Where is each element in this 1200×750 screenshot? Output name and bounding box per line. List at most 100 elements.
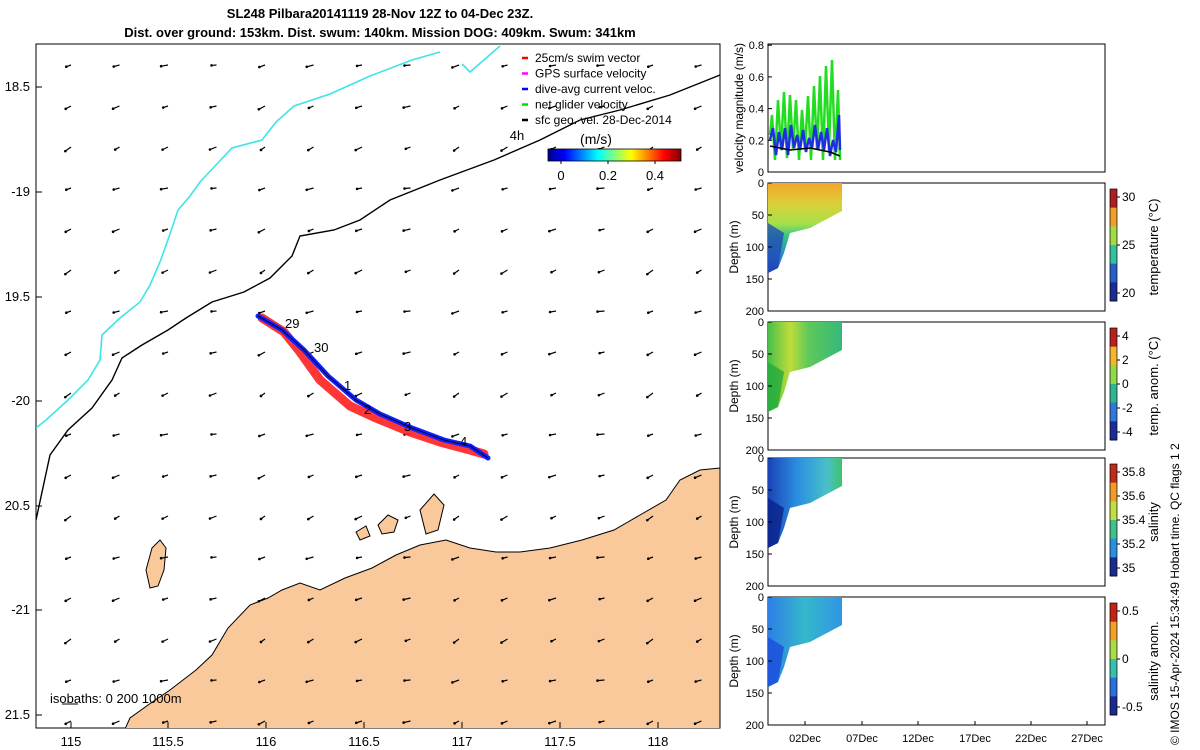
current-vector-head	[695, 394, 699, 397]
colorbar-segment	[1110, 464, 1117, 484]
current-vector-head	[354, 598, 358, 602]
current-vector-head	[596, 310, 599, 313]
current-vector-head	[354, 148, 358, 152]
current-vector-head	[501, 433, 504, 437]
current-vector-head	[451, 681, 454, 684]
current-vector-head	[694, 434, 698, 437]
current-vector-head	[404, 270, 408, 274]
section-y-tick-label: 0	[758, 592, 764, 604]
track-day-labels: 29 30 12 3 4	[285, 316, 467, 449]
time-tick-label: 02Dec	[789, 733, 821, 745]
colorbar-tick-label: 35.4	[1122, 513, 1146, 527]
current-vector-head	[161, 598, 165, 601]
map-x-tick-label: 117.5	[544, 734, 576, 749]
current-vector-head	[64, 518, 67, 522]
current-vector-head	[209, 106, 212, 109]
current-vector-head	[161, 229, 165, 232]
current-vector-head	[208, 517, 212, 520]
current-vector-head	[647, 434, 650, 438]
current-vector-field	[64, 64, 702, 726]
isobaths-label: isobaths: 0 200 1000m	[50, 691, 182, 706]
current-vector-head	[403, 64, 406, 67]
current-vector-head	[161, 721, 165, 724]
colorbar-tick-label: -2	[1122, 401, 1133, 415]
current-vector-head	[647, 188, 650, 192]
footer-credit: © IMOS 15-Apr-2024 15:34:49 Hobart time.…	[1168, 443, 1182, 745]
current-vector-head	[453, 230, 456, 233]
current-vector-head	[500, 518, 503, 521]
section-field	[768, 183, 842, 273]
current-vector-head	[596, 187, 599, 190]
map-x-tick-label: 115	[61, 734, 82, 749]
current-vector-head	[305, 65, 309, 69]
map-y-tick-label: 21.5	[5, 707, 30, 722]
section-colorbar: 35.8 35.6 35.4 35.2 35 salinity	[1109, 463, 1161, 577]
section-colorbar: 30 25 20 temperature (°C)	[1109, 188, 1161, 302]
velocity-y-tick-label: 0.2	[749, 135, 764, 147]
current-vector-head	[257, 107, 261, 111]
current-vector-head	[210, 187, 213, 190]
current-vector-head	[451, 66, 454, 69]
current-vector-head	[501, 64, 504, 68]
current-vector-head	[65, 188, 68, 192]
colorbar-tick-label: 0.5	[1122, 604, 1139, 618]
section-deep-water	[768, 498, 784, 548]
current-vector-head	[596, 556, 599, 559]
current-vector-head	[64, 107, 68, 111]
current-vector-head	[500, 353, 504, 356]
section-field	[768, 597, 842, 687]
current-vector-head	[500, 272, 503, 275]
current-vector-head	[111, 353, 115, 357]
colorbar-label: temp. anom. (°C)	[1146, 336, 1161, 435]
map-y-tick-label: -20	[11, 393, 30, 408]
current-vector-head	[646, 599, 650, 603]
current-vector-head	[548, 187, 552, 191]
colorbar-tick-0: 0	[557, 168, 564, 183]
current-vector-head	[257, 599, 261, 603]
colorbar-segment	[1110, 659, 1117, 679]
time-tick-label: 22Dec	[1015, 733, 1047, 745]
current-vector-head	[548, 475, 551, 479]
section-y-tick-label: 200	[746, 720, 764, 732]
current-vector-head	[693, 599, 697, 603]
current-vector-head	[452, 149, 456, 152]
current-vector-head	[646, 272, 649, 276]
time-tick-label: 17Dec	[959, 733, 991, 745]
map-y-tick-label: 18.5	[5, 79, 30, 94]
current-vector-head	[693, 353, 697, 357]
current-vector-head	[259, 394, 263, 398]
current-vector-head	[159, 433, 163, 437]
colorbar-segment	[1110, 482, 1117, 502]
legend-entry: sfc geo. vel. 28-Dec-2014	[535, 113, 672, 127]
colorbar-tick-label: 25	[1122, 238, 1136, 252]
current-vector-head	[161, 517, 164, 520]
current-vector-head	[354, 640, 358, 644]
colorbar-segment	[1110, 538, 1117, 558]
colorbar-segment	[1110, 677, 1117, 697]
current-vector-head	[403, 556, 406, 559]
section-panel: 0 50 100 150 200 Depth (m) 30 25 20 temperature (…	[727, 178, 1161, 318]
current-vector-head	[402, 229, 405, 232]
current-vector-head	[550, 639, 553, 643]
current-vector-head	[259, 517, 263, 521]
current-vector-head	[307, 475, 311, 479]
current-vector-head	[64, 353, 68, 357]
section-y-tick-label: 0	[758, 317, 764, 329]
section-y-tick-label: 150	[746, 549, 764, 561]
current-vector-head	[209, 229, 212, 232]
current-vector-head	[258, 188, 261, 192]
current-vector-head	[598, 597, 601, 601]
current-vector-head	[596, 64, 599, 67]
section-y-tick-label: 50	[752, 485, 764, 497]
colorbar-segment	[1110, 263, 1117, 283]
current-vector-head	[548, 229, 551, 233]
current-vector-head	[548, 598, 551, 602]
current-vector-head	[258, 557, 261, 561]
colorbar-tick-label: 35	[1122, 561, 1136, 575]
map-y-ticks: 18.5 -19 19.5 -20 20.5 -21 21.5	[5, 79, 42, 722]
current-vector-head	[65, 65, 68, 69]
section-ylabel: Depth (m)	[727, 220, 741, 273]
track-black	[257, 315, 489, 459]
